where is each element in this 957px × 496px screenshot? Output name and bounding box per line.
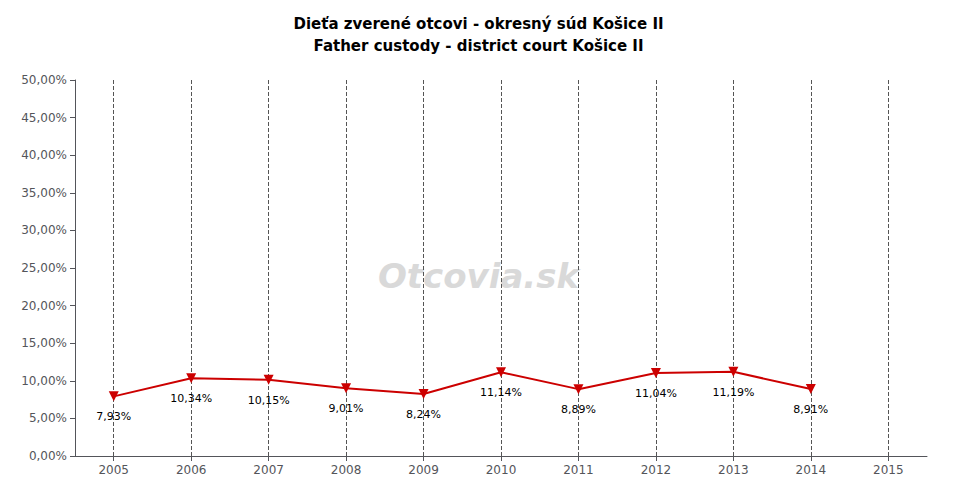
svg-text:2009: 2009: [408, 463, 439, 477]
svg-text:15,00%: 15,00%: [21, 336, 67, 350]
svg-text:30,00%: 30,00%: [21, 223, 67, 237]
svg-text:9,01%: 9,01%: [329, 402, 364, 415]
svg-text:Otcovia.sk: Otcovia.sk: [378, 256, 582, 296]
svg-text:10,00%: 10,00%: [21, 374, 67, 388]
svg-text:45,00%: 45,00%: [21, 111, 67, 125]
svg-text:11,19%: 11,19%: [712, 386, 754, 399]
svg-text:8,89%: 8,89%: [561, 403, 596, 416]
svg-text:8,24%: 8,24%: [406, 408, 441, 421]
svg-text:2011: 2011: [563, 463, 594, 477]
svg-text:8,91%: 8,91%: [793, 403, 828, 416]
svg-text:2014: 2014: [796, 463, 827, 477]
svg-text:11,14%: 11,14%: [480, 386, 522, 399]
svg-text:7,93%: 7,93%: [96, 410, 131, 423]
svg-text:20,00%: 20,00%: [21, 299, 67, 313]
svg-text:0,00%: 0,00%: [29, 449, 67, 463]
svg-text:50,00%: 50,00%: [21, 73, 67, 87]
svg-text:Dieťa zverené otcovi - okresný: Dieťa zverené otcovi - okresný súd Košic…: [293, 15, 663, 33]
svg-text:2012: 2012: [641, 463, 672, 477]
svg-text:2013: 2013: [718, 463, 749, 477]
svg-text:2015: 2015: [873, 463, 904, 477]
svg-text:2006: 2006: [176, 463, 207, 477]
svg-text:10,15%: 10,15%: [248, 394, 290, 407]
svg-text:10,34%: 10,34%: [170, 392, 212, 405]
svg-text:2010: 2010: [486, 463, 517, 477]
svg-text:11,04%: 11,04%: [635, 387, 677, 400]
svg-text:Father custody - district cour: Father custody - district court Košice I…: [314, 37, 644, 55]
svg-text:2008: 2008: [331, 463, 362, 477]
svg-text:2005: 2005: [98, 463, 129, 477]
svg-text:2007: 2007: [253, 463, 284, 477]
svg-text:35,00%: 35,00%: [21, 186, 67, 200]
svg-text:5,00%: 5,00%: [29, 411, 67, 425]
svg-text:25,00%: 25,00%: [21, 261, 67, 275]
svg-text:40,00%: 40,00%: [21, 148, 67, 162]
